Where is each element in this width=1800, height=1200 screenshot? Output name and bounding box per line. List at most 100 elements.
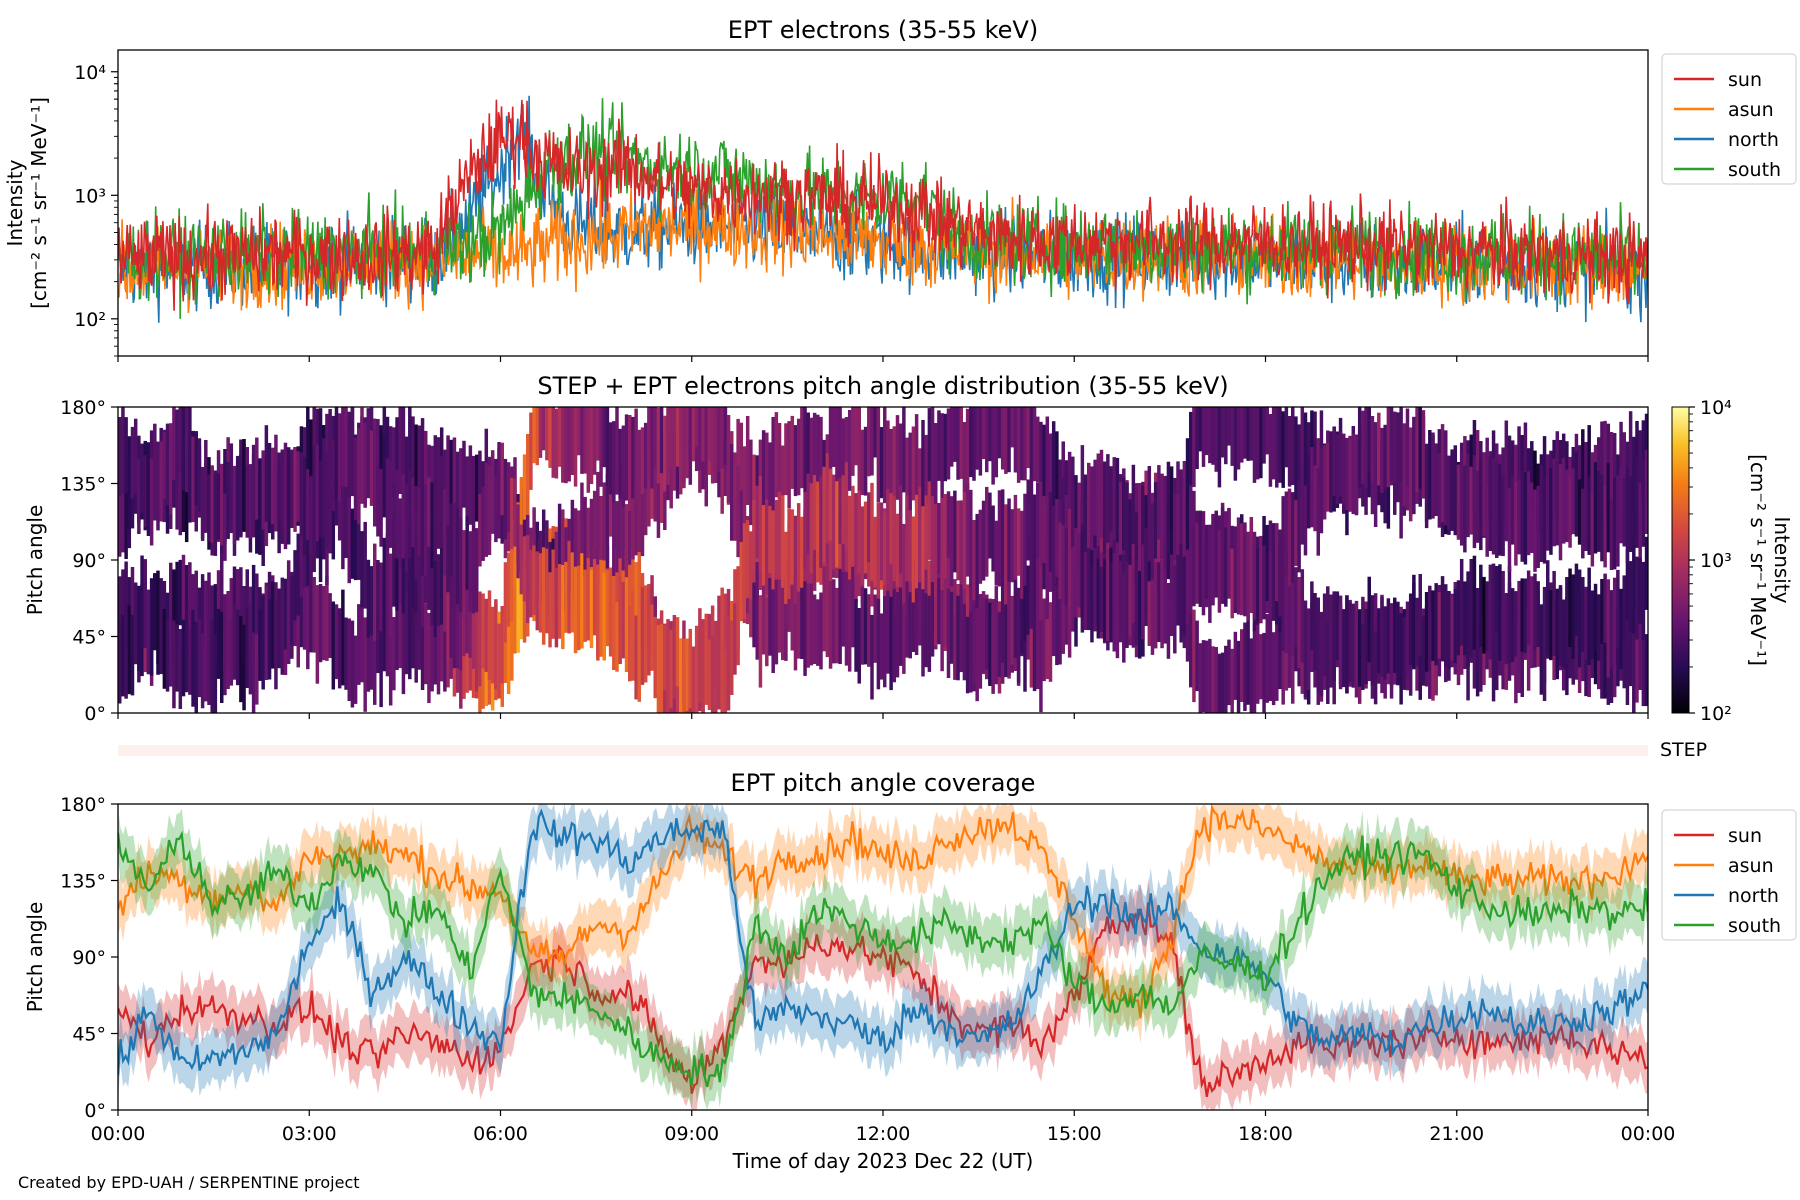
- heatmap-cell-asun: [774, 412, 779, 498]
- heatmap-cell-south: [1415, 407, 1419, 493]
- heatmap-cell-north: [1444, 584, 1448, 667]
- heatmap-cell-asun: [328, 409, 332, 479]
- heatmap-cell-south: [522, 536, 527, 602]
- pitch-angle-coverage-panel: EPT pitch angle coverage 0° 45° 90° 135° 180…: [23, 769, 1797, 1173]
- heatmap-cell-asun: [1271, 407, 1276, 480]
- heatmap-cell-north: [548, 407, 552, 468]
- heatmap-cell-sun: [328, 593, 332, 658]
- heatmap-cell-asun: [930, 407, 935, 500]
- heatmap-cell-south: [334, 407, 339, 500]
- heatmap-cell-south: [290, 449, 294, 528]
- heatmap-cell-south: [1051, 506, 1056, 591]
- y-tick-label: 90°: [72, 550, 106, 572]
- heatmap-cell-south: [879, 502, 884, 581]
- heatmap-cell-south: [889, 493, 893, 565]
- series-line-south: [118, 98, 1648, 319]
- heatmap-cell-sun: [1224, 645, 1228, 713]
- heatmap-cell-north: [1431, 590, 1435, 661]
- heatmap-cell-north: [1399, 613, 1403, 705]
- heatmap-cell-asun: [1399, 442, 1403, 539]
- heatmap-cell-north: [669, 407, 673, 469]
- heatmap-cell-north: [959, 595, 963, 673]
- heatmap-cell-asun: [956, 407, 960, 480]
- heatmap-cell-sun: [213, 584, 218, 653]
- heatmap-cell-south: [1240, 523, 1244, 616]
- heatmap-cell-north: [1373, 631, 1378, 705]
- heatmap-cell-south: [656, 625, 661, 713]
- heatmap-cell-sun: [1281, 630, 1285, 705]
- heatmap-cell-sun: [1603, 625, 1607, 699]
- heatmap-cell-south: [1453, 445, 1458, 535]
- heatmap-cell-asun: [1533, 450, 1537, 522]
- heatmap-cell-north: [790, 585, 795, 651]
- heatmap-cell-south: [1067, 508, 1072, 607]
- heatmap-cell-asun: [1542, 436, 1547, 503]
- heatmap-cell-north: [851, 566, 855, 648]
- heatmap-cell-north: [1122, 477, 1126, 551]
- heatmap-cell-north: [293, 550, 297, 621]
- heatmap-cell-south: [1393, 411, 1397, 482]
- heatmap-cell-asun: [1243, 407, 1247, 459]
- heatmap-cell-south: [1246, 531, 1250, 621]
- heatmap-cell-north: [1074, 475, 1078, 543]
- heatmap-cell-asun: [475, 454, 479, 522]
- heatmap-cell-south: [475, 528, 479, 613]
- heatmap-cell-north: [710, 407, 715, 475]
- heatmap-cell-south: [133, 418, 138, 494]
- heatmap-cell-sun: [369, 620, 374, 690]
- heatmap-cell-south: [924, 495, 928, 570]
- heatmap-cell-south: [1495, 461, 1499, 558]
- heatmap-cell-north: [816, 599, 820, 666]
- heatmap-cell-south: [1176, 554, 1180, 625]
- heatmap-cell-asun: [557, 503, 562, 577]
- legend-box: [1661, 809, 1797, 941]
- heatmap-cell-sun: [360, 600, 364, 683]
- heatmap-cell-asun: [1259, 407, 1263, 479]
- heatmap-cell-south: [1504, 454, 1509, 542]
- heatmap-cell-south: [360, 407, 364, 504]
- x-tick-label: 12:00: [856, 1123, 911, 1145]
- heatmap-cell-north: [1597, 594, 1601, 661]
- legend-label-north: north: [1728, 885, 1779, 907]
- heatmap-cell-sun: [175, 561, 179, 646]
- heatmap-cell-south: [774, 499, 779, 580]
- heatmap-cell-sun: [1255, 614, 1260, 704]
- coverage-line-north: [118, 808, 1648, 1076]
- heatmap-cell-south: [640, 587, 645, 685]
- heatmap-cell-south: [688, 628, 693, 709]
- heatmap-cell-north: [1402, 617, 1407, 690]
- heatmap-cell-south: [1530, 482, 1534, 553]
- heatmap-cell-asun: [1026, 407, 1030, 469]
- heatmap-cell-north: [366, 559, 371, 638]
- heatmap-cell-sun: [420, 610, 425, 690]
- heatmap-cell-north: [1587, 567, 1591, 666]
- heatmap-cell-north: [1128, 499, 1132, 585]
- heatmap-cell-north: [768, 578, 772, 656]
- heatmap-cell-north: [526, 434, 530, 515]
- heatmap-cell-sun: [373, 615, 377, 705]
- heatmap-cell-south: [1507, 487, 1512, 572]
- heatmap-cell-south: [1625, 466, 1630, 563]
- heatmap-cell-asun: [175, 449, 179, 530]
- heatmap-cell-north: [1517, 580, 1521, 674]
- heatmap-cell-sun: [1628, 611, 1633, 687]
- heatmap-cell-south: [675, 617, 680, 687]
- heatmap-cell-asun: [1600, 421, 1604, 511]
- heatmap-cell-south: [768, 505, 772, 574]
- heatmap-cell-asun: [379, 425, 383, 504]
- heatmap-cell-sun: [1204, 640, 1209, 713]
- heatmap-cell-north: [1412, 574, 1416, 670]
- step-strip: [118, 745, 1648, 756]
- heatmap-cell-sun: [1495, 606, 1499, 691]
- heatmap-cell-south: [694, 625, 699, 713]
- heatmap-cell-asun: [446, 435, 450, 531]
- heatmap-cell-sun: [1236, 640, 1241, 713]
- heatmap-cell-sun: [296, 568, 300, 668]
- heatmap-cell-south: [1233, 528, 1238, 609]
- heatmap-cell-north: [191, 609, 195, 707]
- heatmap-cell-north: [978, 594, 983, 689]
- heatmap-cell-south: [1386, 407, 1391, 488]
- heatmap-cell-asun: [937, 410, 941, 481]
- heatmap-cell-north: [146, 589, 151, 673]
- heatmap-cell-north: [781, 574, 785, 661]
